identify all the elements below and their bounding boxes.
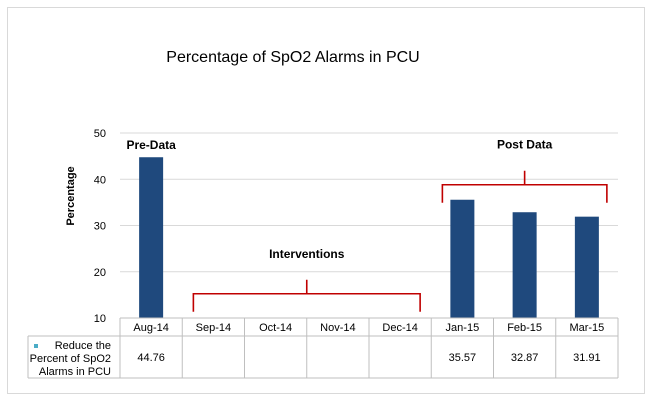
data-table-value: 44.76	[137, 352, 165, 364]
annotation-label: Post Data	[497, 138, 553, 152]
data-table: Aug-14 44.76 Sep-14 Oct-14 Nov-14 Dec-14 Jan-1…	[27, 317, 619, 379]
bar-aug-14	[139, 157, 164, 318]
annotation-brackets: Pre-Data Interventions Post Data	[126, 138, 608, 312]
bar-jan-15	[450, 199, 475, 318]
chart-frame: Percentage of SpO2 Alarms in PCU Percent…	[7, 7, 645, 394]
data-table-value: 31.91	[573, 352, 601, 364]
y-tick-label: 30	[94, 221, 106, 233]
x-tick-label: Sep-14	[196, 322, 231, 334]
x-tick-label: Feb-15	[507, 322, 542, 334]
annotation-bracket	[441, 170, 608, 203]
bar-feb-15	[512, 212, 537, 318]
y-axis-label: Percentage	[65, 166, 77, 225]
bar-mar-15	[574, 216, 599, 318]
legend-swatch	[34, 344, 38, 348]
chart-title: Percentage of SpO2 Alarms in PCU	[166, 49, 419, 66]
chart: Percentage of SpO2 Alarms in PCU Percent…	[27, 49, 619, 379]
annotation-bracket	[192, 279, 421, 312]
annotation-label: Pre-Data	[126, 138, 176, 152]
bars	[139, 157, 599, 318]
x-tick-label: Oct-14	[259, 322, 292, 334]
legend-series-name: Reduce the Percent of SpO2 Alarms in PCU	[30, 340, 111, 378]
x-tick-label: Jan-15	[446, 322, 480, 334]
x-tick-label: Nov-14	[320, 322, 355, 334]
data-table-value: 35.57	[449, 352, 477, 364]
gridlines	[120, 132, 618, 273]
x-tick-label: Mar-15	[569, 322, 604, 334]
data-table-value: 32.87	[511, 352, 539, 364]
x-tick-label: Aug-14	[133, 322, 168, 334]
y-tick-label: 10	[94, 313, 106, 325]
y-tick-labels: 10 20 30 40 50	[94, 128, 106, 325]
x-tick-label: Dec-14	[382, 322, 417, 334]
y-tick-label: 20	[94, 267, 106, 279]
y-tick-label: 40	[94, 174, 106, 186]
annotation-label: Interventions	[269, 247, 345, 261]
y-tick-label: 50	[94, 128, 106, 140]
